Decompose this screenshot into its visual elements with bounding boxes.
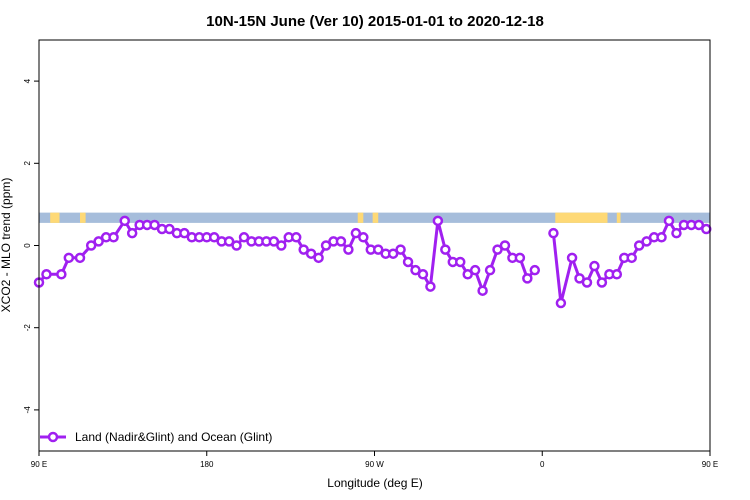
data-point [149, 219, 160, 231]
data-point [290, 232, 302, 243]
data-point [454, 256, 466, 268]
data-point [701, 223, 712, 235]
data-point [529, 264, 541, 276]
data-point [469, 264, 481, 276]
y-axis-label: XCO2 - MLO trend (ppm) [0, 178, 13, 313]
data-point [313, 252, 324, 264]
y-tick-label: 4 [23, 78, 32, 83]
land-patch [372, 212, 379, 223]
surface-band [39, 212, 710, 223]
data-point [343, 244, 354, 255]
y-axis-ticks: -4 -2 0 2 4 [23, 78, 39, 413]
data-point [548, 227, 559, 239]
data-point [320, 240, 332, 251]
data-point [611, 269, 623, 280]
data-point [372, 244, 384, 255]
data-point [238, 232, 250, 243]
data-point [522, 273, 533, 284]
data-point [663, 215, 675, 227]
data-point [589, 260, 600, 272]
data-point [462, 269, 473, 280]
land-patch [616, 212, 621, 223]
data-point [671, 227, 682, 239]
x-axis-label: Longitude (deg E) [327, 476, 422, 490]
y-tick-label: -2 [23, 324, 32, 332]
data-point [74, 252, 86, 264]
legend-label: Land (Nadir&Glint) and Ocean (Glint) [75, 430, 272, 444]
axes [38, 39, 711, 452]
data-point [402, 256, 414, 268]
data-point [555, 297, 567, 309]
data-point [440, 244, 451, 255]
data-point [208, 232, 220, 243]
x-axis-ticks: 90 E 180 90 W 0 90 E [31, 451, 718, 469]
data-point [656, 232, 667, 243]
data-point [581, 277, 593, 288]
data-point [41, 269, 52, 280]
data-point [514, 252, 526, 264]
data-point [93, 236, 104, 247]
land-patch [50, 212, 60, 223]
data-point [417, 269, 429, 280]
y-tick-label: 0 [23, 243, 32, 248]
data-point [305, 248, 317, 259]
y-tick-label: 2 [23, 161, 32, 166]
data-point [119, 215, 130, 227]
data-point [641, 236, 652, 247]
data-series [33, 215, 712, 309]
x-tick-label: 180 [200, 460, 214, 469]
data-point [335, 236, 347, 247]
data-point [484, 264, 496, 276]
data-point [276, 240, 287, 251]
x-tick-label: 90 E [31, 460, 47, 469]
data-point [693, 219, 705, 231]
data-point [350, 227, 362, 239]
data-point [179, 227, 190, 239]
data-point [223, 236, 235, 247]
x-tick-label: 90 E [702, 460, 718, 469]
data-point [477, 285, 488, 296]
data-point [298, 244, 309, 255]
legend-marker-swatch [47, 431, 59, 443]
data-point [358, 232, 369, 243]
chart-title: 10N-15N June (Ver 10) 2015-01-01 to 2020… [206, 13, 544, 30]
data-point [633, 240, 645, 251]
land-patch [357, 212, 364, 223]
data-point [432, 215, 444, 227]
legend: Land (Nadir&Glint) and Ocean (Glint) [40, 430, 272, 444]
data-point [395, 244, 406, 255]
data-point [574, 273, 585, 284]
data-point [596, 277, 608, 288]
data-point [231, 240, 242, 251]
data-point [425, 281, 436, 292]
data-point [566, 252, 578, 264]
data-point [108, 232, 119, 243]
data-point [85, 240, 97, 251]
data-point [56, 269, 67, 280]
series-line [37, 219, 536, 293]
data-point [387, 248, 399, 259]
plot-frame [38, 39, 711, 452]
x-tick-label: 90 W [365, 460, 384, 469]
data-point [499, 240, 511, 251]
y-tick-label: -4 [23, 406, 32, 414]
x-tick-label: 0 [540, 460, 545, 469]
data-point [63, 252, 75, 264]
data-point [164, 223, 175, 235]
data-point [126, 227, 138, 239]
land-patch [80, 212, 86, 223]
data-point [268, 236, 280, 247]
land-patch [555, 212, 608, 223]
data-point [410, 264, 421, 276]
data-point [492, 244, 503, 255]
data-point [626, 252, 637, 264]
